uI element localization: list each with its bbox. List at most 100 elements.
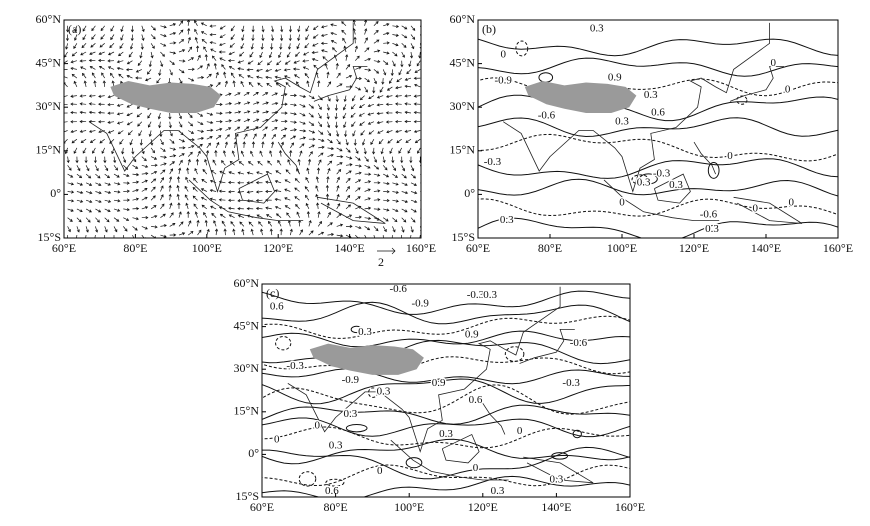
wind-vector — [311, 58, 319, 62]
coastline — [441, 433, 480, 464]
wind-vector — [219, 42, 226, 47]
contour-label: 0 — [788, 197, 794, 209]
wind-vector — [160, 194, 164, 201]
contour-label: 0 — [274, 434, 280, 446]
wind-vector — [70, 94, 77, 98]
wind-vector — [104, 173, 111, 179]
wind-vector — [315, 193, 319, 201]
y-tick-label: 15°S — [236, 489, 259, 503]
wind-vector — [286, 212, 291, 218]
wind-vector — [104, 226, 108, 233]
panel-label: (a) — [68, 22, 81, 36]
wind-vector — [278, 150, 283, 157]
wind-vector — [218, 189, 226, 193]
wind-vector — [317, 152, 324, 157]
wind-vector — [200, 188, 207, 192]
wind-vector — [261, 25, 265, 33]
wind-vector — [178, 232, 186, 236]
wind-vector — [188, 67, 195, 71]
wind-vector — [201, 38, 208, 44]
wind-vector — [141, 34, 145, 41]
wind-vector — [274, 189, 282, 193]
wind-vector — [351, 121, 356, 128]
wind-vector — [413, 94, 421, 98]
wind-vector — [345, 147, 351, 153]
wind-vector — [185, 202, 189, 210]
contour-line — [478, 133, 838, 162]
wind-vector — [150, 205, 157, 210]
wind-vector — [243, 133, 248, 140]
wind-vector — [169, 161, 175, 166]
wind-vector — [287, 43, 292, 50]
contour-loop — [572, 429, 582, 439]
coastline — [729, 66, 784, 102]
wind-vector — [364, 28, 368, 35]
wind-vector — [195, 158, 199, 166]
wind-vector — [206, 63, 210, 70]
wind-vector — [404, 110, 412, 114]
wind-vector — [65, 43, 69, 50]
wind-vector — [98, 65, 105, 70]
wind-vector — [98, 51, 105, 55]
wind-vector — [265, 69, 272, 73]
y-tick-label: 45°N — [450, 55, 476, 69]
wind-vector — [327, 138, 333, 144]
wind-vector — [401, 165, 405, 172]
contour-label: 0.3 — [491, 485, 505, 497]
wind-vector — [178, 159, 183, 166]
wind-vector — [250, 150, 254, 157]
wind-vector — [413, 102, 421, 106]
wind-vector — [383, 41, 390, 45]
wind-vector — [85, 191, 93, 195]
wind-vector — [294, 74, 300, 79]
wind-vector — [355, 55, 360, 61]
wind-vector — [401, 208, 408, 213]
wind-vector — [113, 208, 121, 212]
wind-vector — [178, 59, 186, 63]
wind-vector — [327, 167, 331, 175]
wind-vector — [129, 139, 133, 146]
wind-vector — [383, 198, 390, 203]
wind-vector — [141, 188, 148, 192]
wind-vector — [413, 129, 421, 133]
wind-vector — [336, 138, 341, 145]
wind-vector — [248, 221, 254, 227]
wind-vector — [132, 156, 137, 163]
wind-vector — [383, 181, 390, 186]
wind-vector — [132, 217, 139, 221]
wind-vector — [219, 34, 226, 38]
wind-vector — [116, 60, 124, 64]
wind-vector — [290, 112, 297, 116]
contour-loop — [639, 173, 658, 185]
wind-vector — [228, 51, 235, 56]
wind-vector — [336, 223, 344, 227]
wind-vector — [218, 198, 226, 202]
wind-vector — [336, 72, 341, 79]
wind-vector — [266, 214, 272, 219]
wind-vector — [238, 161, 245, 166]
wind-vector — [355, 215, 362, 219]
wind-vector — [294, 187, 300, 192]
wind-vector — [70, 67, 77, 71]
wind-vector — [327, 232, 335, 237]
wind-vector — [160, 224, 167, 228]
wind-vector — [160, 234, 167, 238]
wind-vector — [237, 181, 244, 185]
wind-vector — [219, 213, 226, 218]
wind-vector — [342, 37, 347, 44]
wind-vector — [160, 34, 167, 38]
y-tick-label: 30°N — [36, 99, 62, 113]
wind-vector — [345, 139, 349, 146]
wind-vector — [150, 25, 156, 31]
wind-vector — [386, 86, 393, 91]
coastline — [277, 141, 300, 175]
wind-vector — [229, 43, 235, 48]
wind-vector — [355, 66, 362, 70]
wind-vector — [187, 46, 193, 53]
wind-vector — [187, 230, 194, 236]
wind-vector — [270, 43, 274, 50]
wind-vector — [79, 102, 87, 106]
wind-vector — [64, 95, 68, 99]
wind-vector — [79, 59, 87, 63]
y-tick-label: 15°S — [38, 230, 61, 244]
